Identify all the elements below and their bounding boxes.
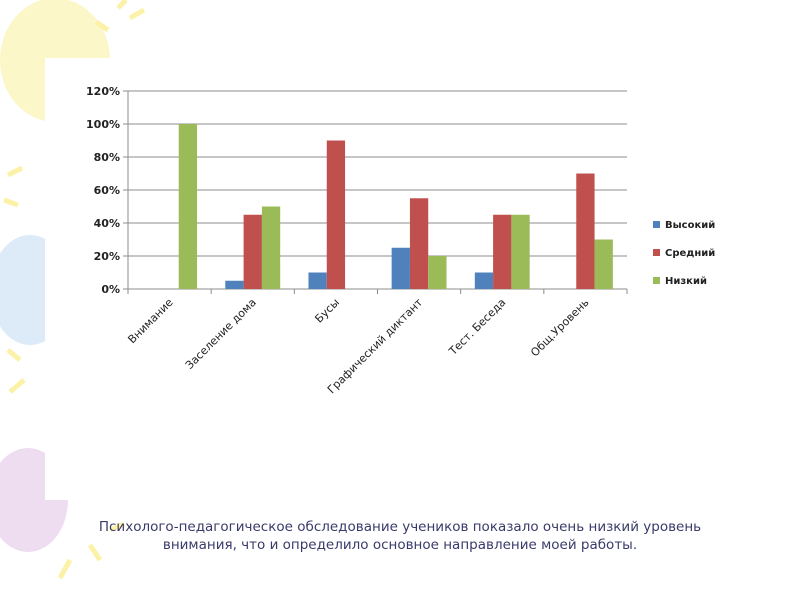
- x-tick-label: Графический диктант: [325, 296, 426, 397]
- legend: Высокий Средний Низкий: [653, 220, 715, 287]
- legend-label: Средний: [665, 248, 715, 259]
- caption-line-2: внимания, что и определило основное напр…: [162, 537, 638, 553]
- bar-высокий: [308, 272, 327, 289]
- bar-высокий: [225, 280, 244, 289]
- gridlines: [128, 90, 627, 290]
- x-tick-label: Общ.Уровень: [528, 296, 591, 359]
- axes: [123, 90, 628, 294]
- bar-высокий: [474, 272, 494, 289]
- bar-средний: [409, 198, 429, 289]
- bar-средний: [326, 140, 346, 289]
- x-tick-label: Заселение дома: [183, 296, 259, 372]
- bar-низкий: [511, 214, 530, 289]
- chart-panel: 0% 20% 40% 60% 80% 100% 120% Внимание Заселение…: [45, 58, 800, 500]
- y-tick-label: 80%: [94, 151, 120, 164]
- bar-средний: [493, 214, 512, 289]
- legend-label: Низкий: [665, 276, 707, 287]
- x-tick-label: Тест. Беседа: [446, 296, 509, 359]
- bar-chart: 0% 20% 40% 60% 80% 100% 120% Внимание Заселение…: [86, 85, 715, 397]
- y-tick-label: 40%: [94, 217, 120, 230]
- slide-caption: Психолого-педагогическое обследование уч…: [40, 518, 760, 554]
- y-tick-label: 120%: [86, 85, 120, 98]
- bar-низкий: [594, 239, 613, 289]
- bar-низкий: [261, 206, 281, 289]
- y-tick-label: 100%: [86, 118, 120, 131]
- y-tick-label: 0%: [101, 283, 120, 296]
- y-tick-labels: 0% 20% 40% 60% 80% 100% 120%: [86, 85, 120, 296]
- bar-высокий: [391, 247, 410, 289]
- bar-средний: [243, 214, 262, 289]
- y-tick-label: 20%: [94, 250, 120, 263]
- legend-swatch: [653, 249, 660, 256]
- caption-line-1: Психолого-педагогическое обследование уч…: [98, 519, 702, 535]
- bar-низкий: [428, 256, 447, 289]
- x-tick-label: Внимание: [125, 296, 175, 346]
- legend-swatch: [653, 221, 660, 228]
- x-tick-label: Бусы: [312, 296, 342, 326]
- legend-swatch: [653, 277, 660, 284]
- bar-низкий: [178, 124, 198, 289]
- y-tick-label: 60%: [94, 184, 120, 197]
- legend-label: Высокий: [665, 220, 715, 231]
- bars: [178, 124, 613, 289]
- bar-средний: [576, 173, 595, 289]
